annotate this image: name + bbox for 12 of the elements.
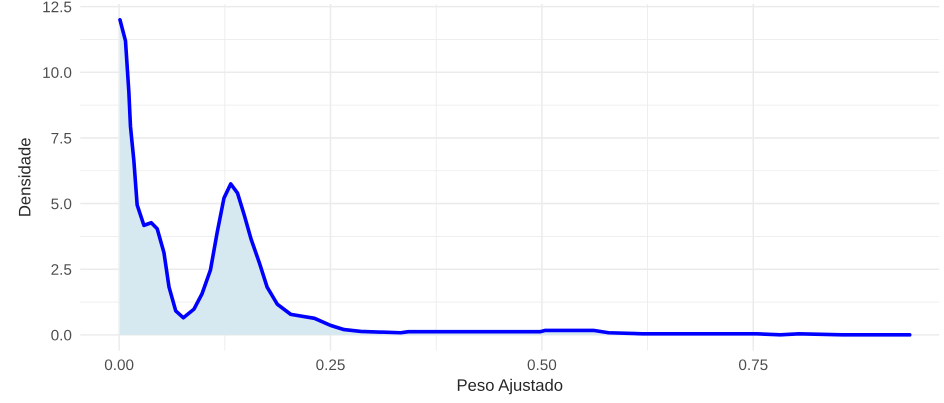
x-axis-title: Peso Ajustado [458,378,562,394]
x-tick-label: 0.75 [739,359,768,370]
y-tick-label: 10.0 [43,67,72,78]
y-tick-label: 12.5 [43,2,72,12]
x-tick-label: 0.00 [104,359,134,370]
y-tick-label: 0.0 [51,330,72,341]
y-tick-label: 5.0 [51,198,72,210]
y-tick-label: 2.5 [51,264,72,275]
y-tick-label: 7.5 [51,132,72,144]
x-tick-label: 0.50 [528,359,556,370]
x-tick-label: 0.25 [316,359,345,370]
y-axis-title: Densidade [18,138,31,216]
